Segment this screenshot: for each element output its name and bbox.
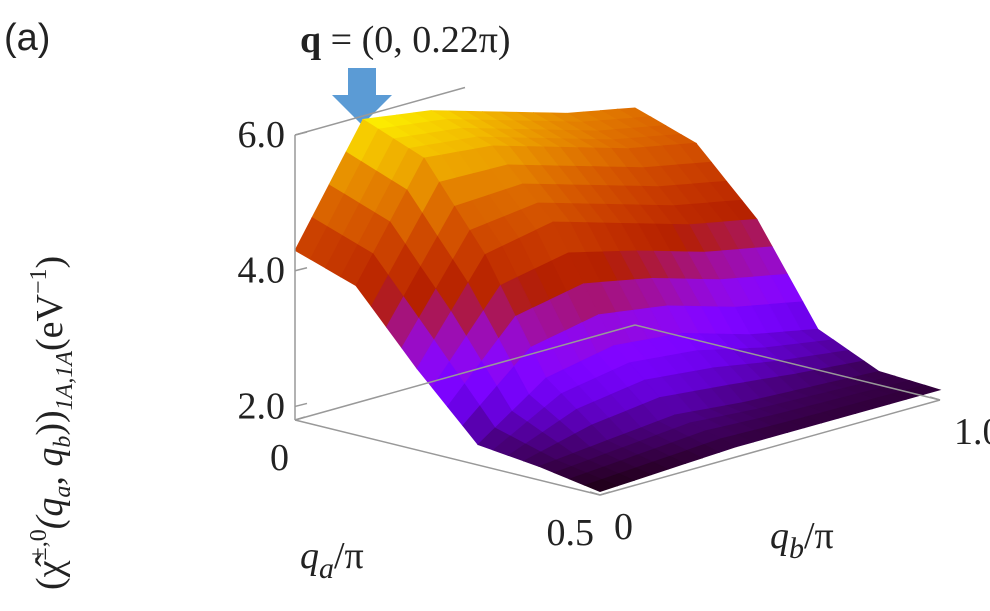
panel-label: (a) (4, 17, 50, 59)
label-part: ±,0 (26, 529, 52, 560)
label-part: , q (29, 448, 71, 486)
label-part: a (319, 552, 334, 585)
label-part: −1 (26, 268, 52, 294)
x-axis (294, 419, 601, 496)
label-part: q (770, 515, 789, 557)
label-part: (eV (29, 293, 71, 351)
y-tick-label: 1.0 (954, 411, 990, 453)
annotation: q = (0, 0.22π) (300, 19, 511, 61)
y-axis-label: qb/π (770, 515, 834, 565)
x-tick (294, 416, 306, 421)
x-tick-label: 0.5 (547, 512, 595, 554)
z-tick (294, 131, 308, 136)
z-tick (294, 266, 308, 272)
floor-edge (294, 324, 636, 421)
z-axis-label: (χ̂±,0(qa, qb))1A,1A(eV−1) (26, 256, 78, 590)
label-part: /π (804, 515, 834, 557)
x-tick-label: 0 (270, 437, 289, 479)
x-axis-label: qa/π (300, 535, 364, 585)
label-part: b (789, 532, 804, 565)
y-tick-label: 0 (614, 506, 633, 548)
z-tick (294, 402, 308, 408)
label-part: 1A,1A (52, 351, 78, 411)
label-part: /π (334, 535, 364, 577)
y-tick (589, 491, 601, 496)
label-part: ) (29, 256, 71, 269)
x-tick (599, 491, 611, 496)
axes: 2.0 4.0 6.0 0 0.5 0 1.0 (238, 86, 990, 554)
label-part: q (300, 535, 319, 577)
floor-edge (634, 324, 941, 401)
surface (294, 107, 942, 493)
annotation-part: q (300, 19, 321, 61)
y-axis (599, 399, 941, 496)
y-tick (929, 396, 941, 401)
z-tick-label: 2.0 (238, 385, 286, 427)
annotation-part: = (0, 0.22π) (321, 19, 510, 61)
surface-patch (583, 479, 619, 493)
z-tick-label: 4.0 (238, 250, 286, 292)
label-part: )) (29, 410, 71, 435)
label-part: a (50, 486, 76, 498)
box-edge (294, 86, 466, 136)
z-tick-label: 6.0 (238, 114, 286, 156)
label-part: b (50, 436, 76, 448)
arrow (332, 68, 392, 125)
label-part: (q (29, 498, 71, 530)
